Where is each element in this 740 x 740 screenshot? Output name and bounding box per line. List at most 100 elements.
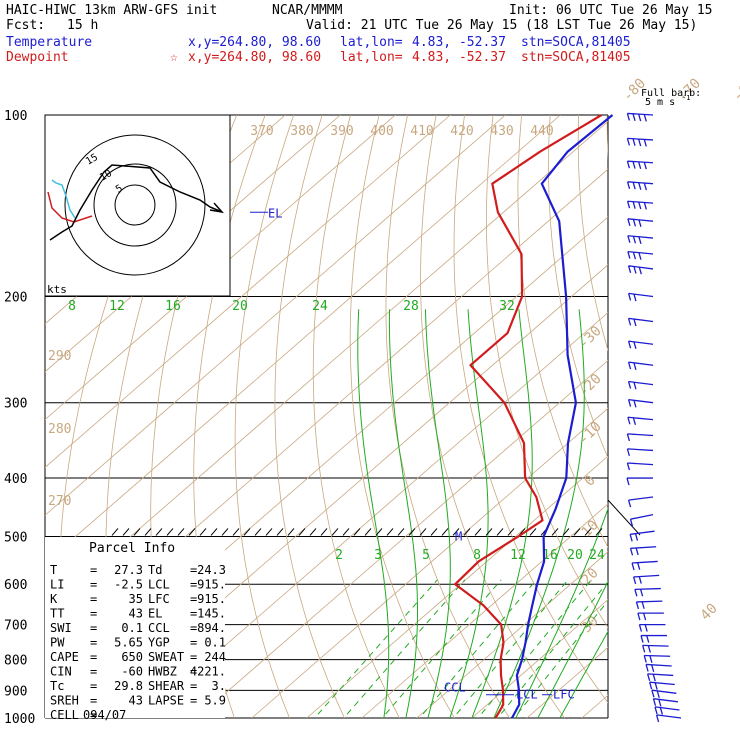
wind-barb — [627, 218, 654, 228]
isotherm-label: 40 — [698, 601, 721, 624]
mixing-ratio-line — [513, 600, 608, 718]
wind-barb-flag — [654, 682, 658, 690]
wind-barb — [626, 477, 653, 486]
parcel-param-name: LI — [50, 578, 64, 592]
hatch-mark — [584, 528, 592, 536]
wind-barb — [626, 200, 654, 210]
wind-barb — [634, 587, 661, 597]
hatch-mark — [496, 528, 504, 536]
hatch-mark — [232, 528, 240, 536]
hatch-mark — [441, 528, 449, 536]
wind-barb-flag — [626, 462, 631, 471]
wind-barb-flag — [632, 251, 637, 260]
pressure-tick-label: 900 — [4, 684, 27, 699]
wind-barb-flag — [633, 400, 637, 408]
parcel-param-equals: = — [90, 578, 97, 592]
wind-barb-flag — [638, 252, 642, 260]
wind-barb-flag — [626, 181, 631, 189]
wind-barb — [627, 340, 654, 350]
wind-barb-shaft — [627, 200, 654, 204]
isotherm-line — [306, 455, 608, 718]
hatch-mark — [155, 528, 163, 536]
hatch-mark — [375, 528, 383, 536]
dry-adiabat-line — [234, 115, 295, 718]
dry-adiabat-label: 390 — [330, 124, 353, 139]
isotherm-line — [45, 115, 561, 564]
wind-barb-flag — [627, 318, 632, 326]
wind-barb-flag — [632, 182, 636, 190]
saturated-adiabat-lines — [357, 309, 608, 718]
parcel-param-value: -2.5 — [114, 578, 143, 592]
parcel-param-value: 43 — [129, 694, 143, 708]
dewpoint-latlon-value: 4.83, -52.37 — [412, 50, 506, 65]
wind-barb-shaft — [628, 265, 654, 270]
wind-barb-flag — [627, 361, 632, 370]
isotherm-label: -20 — [576, 371, 605, 400]
wind-barb-flag — [638, 182, 642, 190]
saturated-adiabat-label: 12 — [109, 299, 125, 314]
dry-adiabat-line — [664, 115, 740, 731]
parcel-param-equals: = — [90, 621, 97, 635]
dry-adiabat-label: 430 — [490, 124, 513, 139]
lfc-label: LFC — [553, 688, 575, 702]
hatch-mark — [463, 528, 471, 536]
isotherm-label: 0 — [582, 472, 599, 489]
wind-barb-flag — [626, 201, 631, 209]
valid-time: Valid: 21 UTC Tue 26 May 15 (18 LST Tue … — [306, 18, 698, 33]
parcel-param-equals: = — [190, 621, 197, 635]
parcel-param-name: YGP — [148, 636, 170, 650]
saturated-adiabat-line — [471, 309, 533, 718]
hatch-mark — [342, 528, 350, 536]
wind-barb-flag — [651, 664, 655, 672]
wind-barb-flag — [646, 673, 651, 682]
hatch-mark — [474, 528, 482, 536]
wind-barb-flag — [634, 589, 638, 597]
hodograph-frame — [44, 114, 231, 297]
wind-barb-shaft — [644, 654, 671, 657]
hatch-mark — [287, 528, 295, 536]
wind-barb — [655, 714, 682, 723]
hatch-marks — [111, 528, 603, 536]
wind-barb-flag — [638, 267, 642, 275]
el-label: EL — [268, 206, 282, 220]
saturated-adiabat-line — [388, 309, 418, 718]
dry-adiabat-label: 290 — [48, 349, 71, 364]
parcel-param-name: Td — [148, 563, 162, 577]
wind-barb — [627, 361, 654, 370]
hatch-mark — [419, 528, 427, 536]
wind-barb-flag — [659, 707, 664, 715]
hatch-mark — [298, 528, 306, 536]
mixing-ratio-line — [452, 579, 569, 718]
mixing-ratio-label: 5 — [422, 548, 430, 563]
parcel-param-value: 5.65 — [114, 636, 143, 650]
wind-barb — [627, 235, 654, 244]
wind-barb-flag — [627, 251, 631, 259]
wind-barb — [627, 398, 654, 408]
wind-barb-flag — [629, 534, 633, 542]
isotherm-line — [141, 312, 608, 718]
wind-barb-shaft — [630, 530, 655, 535]
parcel-param-value: 0.1 — [204, 636, 226, 650]
wind-barb-shaft — [642, 644, 669, 647]
wind-barb-flag — [642, 645, 646, 653]
wind-barb-shaft — [649, 681, 675, 686]
mixing-ratio-line — [477, 579, 592, 718]
wind-barb — [635, 600, 663, 610]
parcel-param-value: 27.3 — [114, 563, 143, 577]
parcel-param-name: LAPSE — [148, 694, 184, 708]
hatch-mark — [595, 528, 603, 536]
dry-adiabat-label: 420 — [450, 124, 473, 139]
wind-barb — [629, 546, 657, 556]
parcel-param-value: 650 — [121, 650, 143, 664]
ccl-label: CCL — [444, 681, 466, 695]
hatch-mark — [529, 528, 537, 536]
wind-barb-flag — [643, 182, 647, 191]
wind-barb-shaft — [636, 600, 663, 603]
wind-barb-flag — [629, 548, 634, 556]
hatch-mark — [551, 528, 559, 536]
parcel-param-equals: = — [90, 636, 97, 650]
hatch-mark — [485, 528, 493, 536]
parcel-param-equals: = — [190, 679, 197, 693]
mixing-ratio-label: 16 — [542, 548, 558, 563]
wind-barb-flag — [627, 235, 631, 243]
